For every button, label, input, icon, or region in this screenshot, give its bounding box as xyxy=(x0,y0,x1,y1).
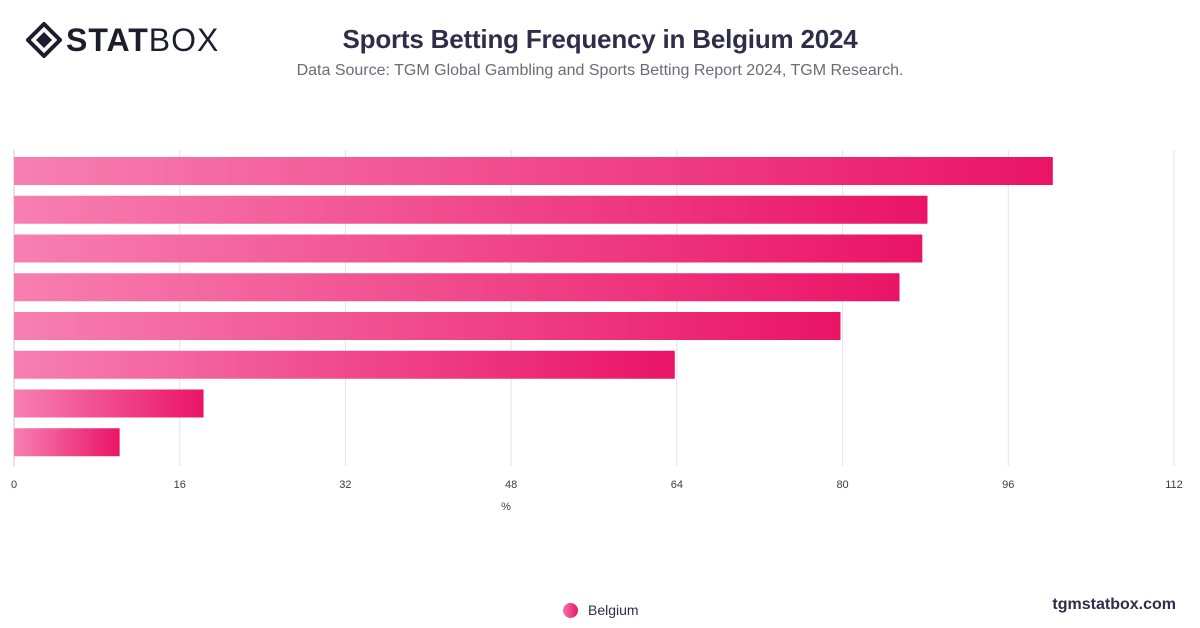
statbox-logo: STATBOX xyxy=(26,22,219,58)
bar xyxy=(14,389,204,418)
chart-subtitle: Data Source: TGM Global Gambling and Spo… xyxy=(296,62,904,79)
x-axis-title: % xyxy=(501,501,511,513)
statbox-diamond-icon xyxy=(26,22,62,58)
x-tick-label: 0 xyxy=(11,479,17,491)
logo-text-light: BOX xyxy=(148,22,220,58)
bar xyxy=(14,234,923,263)
bar-chart: 0 16 32 48 64 80 96 112% xyxy=(11,150,1183,513)
x-tick-label: 32 xyxy=(339,479,351,491)
bar xyxy=(14,428,120,457)
logo-wordmark: STATBOX xyxy=(66,22,219,58)
legend-swatch xyxy=(563,602,578,618)
bar xyxy=(14,273,900,302)
bar xyxy=(14,312,841,340)
chart-title: Sports Betting Frequency in Belgium 2024 xyxy=(342,24,858,54)
x-tick-label: 80 xyxy=(836,479,848,491)
legend[interactable]: Belgium xyxy=(563,602,639,618)
legend-label: Belgium xyxy=(588,602,639,618)
x-tick-label: 64 xyxy=(671,479,683,491)
x-tick-label: 96 xyxy=(1002,479,1014,491)
logo-text-bold: STAT xyxy=(66,22,149,58)
x-tick-label: 112 xyxy=(1165,479,1183,491)
site-url[interactable]: tgmstatbox.com xyxy=(1052,596,1176,613)
bar xyxy=(14,350,675,379)
x-tick-label: 48 xyxy=(505,479,517,491)
bar xyxy=(14,195,928,224)
bar xyxy=(14,157,1053,185)
x-tick-label: 16 xyxy=(174,479,186,491)
